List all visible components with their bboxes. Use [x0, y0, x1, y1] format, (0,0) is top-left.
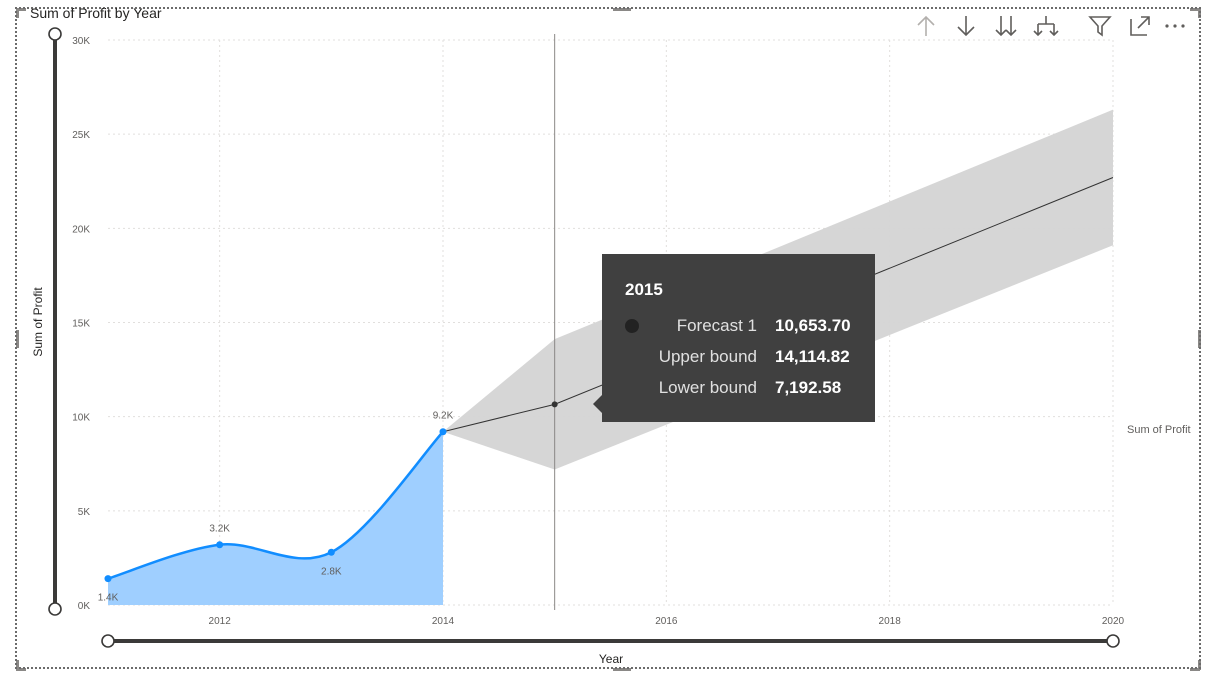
y-axis-title: Sum of Profit	[31, 287, 45, 357]
side-series-label: Sum of Profit	[1127, 424, 1191, 436]
tooltip-header: 2015	[625, 280, 663, 299]
data-point	[439, 428, 447, 436]
x-zoom-slider-left-handle[interactable]	[101, 634, 115, 648]
y-tick-label: 5K	[78, 507, 91, 518]
tooltip-row-forecast: Forecast 1 10,653.70	[625, 310, 853, 341]
forecast-point	[551, 401, 558, 408]
series-line	[107, 430, 444, 580]
y-tick-label: 15K	[72, 319, 90, 330]
y-tick-label: 20K	[72, 224, 90, 235]
visual-title: Sum of Profit by Year	[30, 5, 162, 21]
arrow-up-icon	[917, 15, 935, 36]
x-axis-title: Year	[599, 652, 623, 666]
series-area-fill	[108, 431, 443, 605]
tooltip-value: 7,192.58	[775, 377, 842, 397]
data-point	[216, 541, 224, 549]
resize-handle[interactable]	[613, 8, 631, 11]
resize-handle[interactable]	[16, 330, 19, 348]
x-zoom-slider-right-handle[interactable]	[1106, 634, 1120, 648]
tooltip-label: Forecast 1	[676, 315, 757, 335]
expand-hierarchy-icon	[1033, 16, 1059, 37]
axes: 0K 5K 10K 15K 20K 25K 30K 2012 2014 2016 2018 2020 Y…	[31, 36, 1125, 666]
y-tick-label: 30K	[72, 36, 90, 47]
arrow-down-icon	[957, 16, 975, 37]
more-options-button[interactable]	[1160, 8, 1190, 44]
resize-handle[interactable]	[1198, 660, 1201, 670]
resize-handle[interactable]	[16, 8, 26, 11]
data-point	[327, 548, 335, 556]
resize-handle[interactable]	[16, 668, 26, 671]
data-label: 9.2K	[433, 411, 454, 422]
y-tick-label: 0K	[78, 601, 91, 612]
double-arrow-down-icon	[995, 16, 1017, 37]
focus-mode-icon	[1130, 16, 1150, 36]
resize-handle[interactable]	[1190, 8, 1200, 11]
visual-header-toolbar	[906, 8, 1190, 44]
tooltip-value: 10,653.70	[775, 315, 851, 335]
next-level-button[interactable]	[986, 8, 1026, 44]
tooltip-row-upper: Upper bound 14,114.82	[625, 341, 853, 372]
resize-handle[interactable]	[1198, 330, 1201, 348]
resize-handle[interactable]	[1198, 8, 1201, 18]
tooltip-label: Lower bound	[658, 377, 757, 397]
filter-icon	[1088, 16, 1112, 37]
series-marker-icon	[625, 318, 639, 333]
x-tick-label: 2012	[209, 616, 232, 627]
data-label: 2.8K	[321, 566, 342, 577]
expand-hierarchy-button[interactable]	[1026, 8, 1066, 44]
y-tick-label: 25K	[72, 130, 90, 141]
focus-mode-button[interactable]	[1120, 8, 1160, 44]
data-labels: 1.4K 3.2K 2.8K 9.2K	[98, 411, 454, 604]
data-label: 1.4K	[98, 593, 119, 604]
drill-down-button[interactable]	[946, 8, 986, 44]
tooltip-label: Upper bound	[658, 346, 757, 366]
zoom-sliders	[16, 8, 1201, 671]
x-tick-label: 2018	[879, 616, 902, 627]
data-points	[104, 401, 558, 583]
resize-handle[interactable]	[16, 660, 19, 670]
more-options-icon	[1165, 24, 1185, 28]
actual-area	[107, 430, 444, 605]
resize-handle[interactable]	[16, 8, 19, 18]
x-tick-label: 2020	[1102, 616, 1125, 627]
y-zoom-slider-bottom-handle[interactable]	[48, 602, 62, 616]
y-tick-label: 10K	[72, 413, 90, 424]
data-label: 3.2K	[209, 524, 230, 535]
x-tick-label: 2014	[432, 616, 455, 627]
resize-handle[interactable]	[613, 668, 631, 671]
x-tick-label: 2016	[655, 616, 678, 627]
tooltip: 2015 Forecast 1 10,653.70 Upper bound 14…	[593, 254, 875, 422]
y-zoom-slider-top-handle[interactable]	[48, 27, 62, 41]
filter-button[interactable]	[1080, 8, 1120, 44]
tooltip-value: 14,114.82	[775, 346, 850, 366]
tooltip-row-lower: Lower bound 7,192.58	[625, 372, 853, 403]
data-point	[104, 575, 112, 583]
tooltip-pointer	[593, 395, 602, 413]
resize-handle[interactable]	[1190, 668, 1200, 671]
drill-up-button[interactable]	[906, 8, 946, 44]
